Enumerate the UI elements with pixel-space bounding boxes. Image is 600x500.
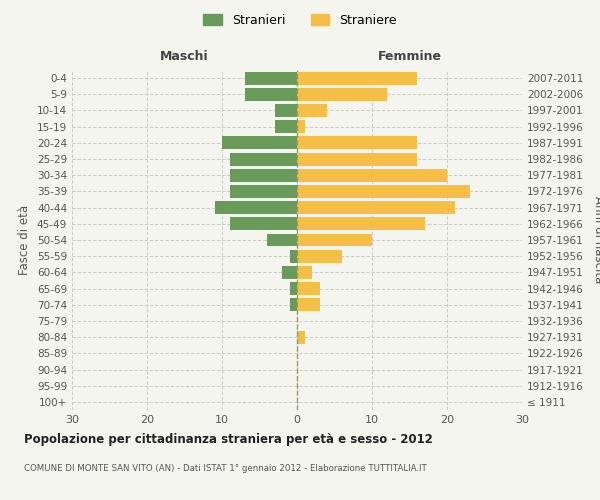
- Text: Femmine: Femmine: [377, 50, 442, 63]
- Bar: [229, 152, 297, 166]
- Bar: [215, 201, 297, 214]
- Y-axis label: Fasce di età: Fasce di età: [19, 205, 31, 275]
- Bar: [297, 330, 305, 344]
- Bar: [297, 282, 320, 295]
- Bar: [297, 88, 387, 101]
- Text: Maschi: Maschi: [160, 50, 209, 63]
- Bar: [297, 185, 470, 198]
- Bar: [267, 234, 297, 246]
- Bar: [297, 169, 447, 181]
- Bar: [282, 266, 297, 279]
- Bar: [275, 104, 297, 117]
- Bar: [297, 120, 305, 133]
- Bar: [245, 72, 297, 85]
- Bar: [290, 282, 297, 295]
- Bar: [297, 201, 455, 214]
- Bar: [275, 120, 297, 133]
- Bar: [290, 298, 297, 311]
- Bar: [297, 152, 417, 166]
- Text: Popolazione per cittadinanza straniera per età e sesso - 2012: Popolazione per cittadinanza straniera p…: [24, 432, 433, 446]
- Bar: [229, 169, 297, 181]
- Bar: [290, 250, 297, 262]
- Bar: [297, 72, 417, 85]
- Bar: [229, 218, 297, 230]
- Bar: [297, 234, 372, 246]
- Bar: [297, 298, 320, 311]
- Y-axis label: Anni di nascita: Anni di nascita: [592, 196, 600, 284]
- Bar: [297, 266, 312, 279]
- Bar: [297, 136, 417, 149]
- Bar: [222, 136, 297, 149]
- Legend: Stranieri, Straniere: Stranieri, Straniere: [198, 8, 402, 32]
- Bar: [245, 88, 297, 101]
- Bar: [297, 250, 342, 262]
- Bar: [297, 218, 425, 230]
- Text: COMUNE DI MONTE SAN VITO (AN) - Dati ISTAT 1° gennaio 2012 - Elaborazione TUTTIT: COMUNE DI MONTE SAN VITO (AN) - Dati IST…: [24, 464, 427, 473]
- Bar: [297, 104, 327, 117]
- Bar: [229, 185, 297, 198]
